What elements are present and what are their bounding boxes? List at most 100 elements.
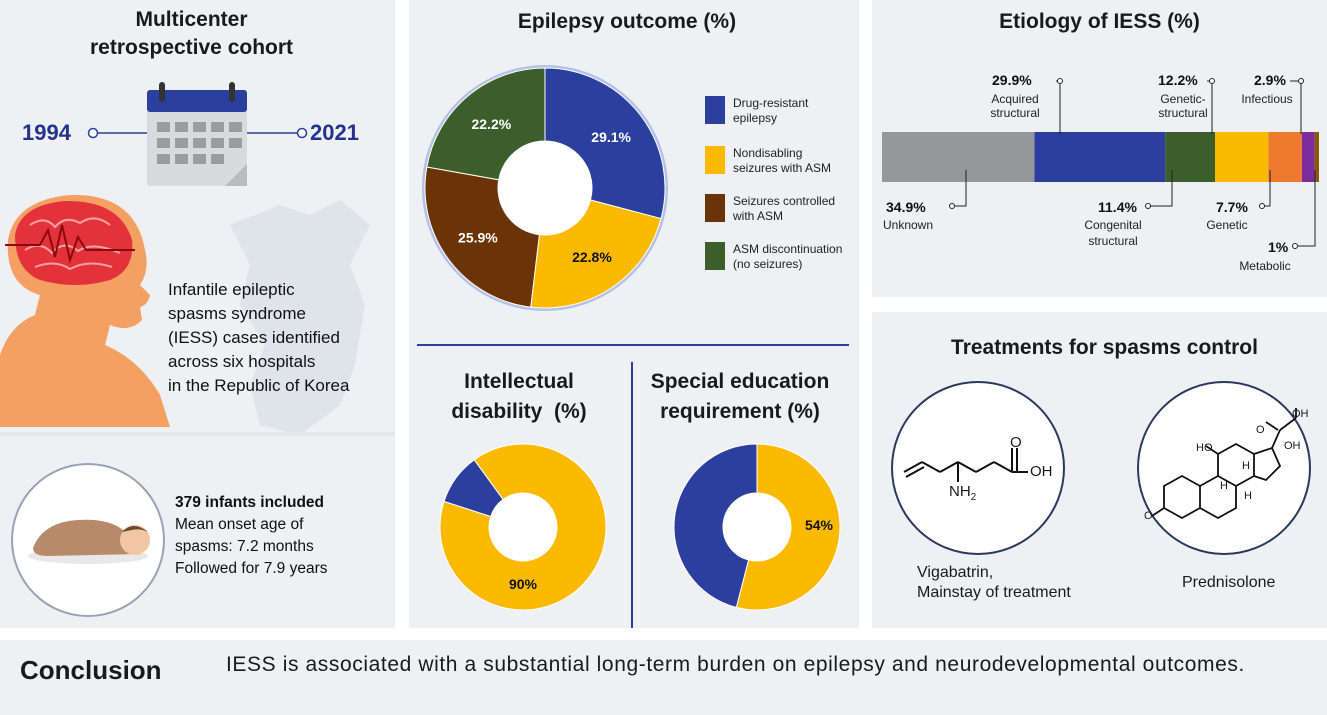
congenital-label2: structural <box>1088 234 1138 248</box>
pred-oh-right: OH <box>1284 440 1301 452</box>
epilepsy-outcome-donut: 29.1% 22.8% 25.9% 22.2% <box>422 65 668 311</box>
followed-years: Followed for 7.9 years <box>175 560 328 577</box>
legend-label: with ASM <box>733 209 784 223</box>
etiology-segment <box>1034 132 1166 182</box>
legend-item-nondisabling: Nondisabling seizures with ASM <box>705 146 873 176</box>
legend-label: (no seizures) <box>733 257 803 271</box>
vig-sub-text: 2 <box>970 492 977 503</box>
cohort-title-line2: retrospective cohort <box>89 36 294 59</box>
legend-label: seizures with ASM <box>733 161 832 175</box>
year-end: 2021 <box>310 120 359 145</box>
cohort-panel: Multicenter retrospective cohort 1994 20… <box>0 0 395 628</box>
legend-label: Nondisabling <box>733 146 803 160</box>
vigabatrin-line1: Vigabatrin, <box>917 564 994 581</box>
korea-map-icon <box>230 200 370 435</box>
etiology-segment <box>1314 132 1319 182</box>
legend-swatch <box>705 146 725 174</box>
description-line: across six hospitals <box>168 352 316 371</box>
donut-value-label: 22.2% <box>472 116 512 132</box>
donut-value-label: 90% <box>509 576 538 592</box>
vigabatrin-structure <box>891 381 1065 555</box>
intellectual-disability-donut: 90% <box>439 443 607 611</box>
infants-included: 379 infants included <box>175 494 325 511</box>
onset-line2: spasms: 7.2 months <box>175 538 314 555</box>
legend-item-drug-resistant: Drug-resistant epilepsy <box>705 96 873 126</box>
horizontal-divider <box>417 344 849 346</box>
year-start: 1994 <box>22 120 71 145</box>
pred-h3: H <box>1244 490 1252 502</box>
donut-hole <box>489 493 557 561</box>
legend-label: Seizures controlled <box>733 194 836 208</box>
description-line: in the Republic of Korea <box>168 376 350 395</box>
acquired-value: 29.9% <box>992 72 1032 88</box>
legend-label: Drug-resistant <box>733 96 809 110</box>
vig-oh-label: OH <box>1030 463 1053 480</box>
congenital-label1: Congenital <box>1084 218 1142 232</box>
pred-ho: HO <box>1196 442 1213 454</box>
donut-value-label: 25.9% <box>458 230 498 246</box>
vig-nh2-label: NH2 <box>949 483 976 503</box>
unknown-label: Unknown <box>882 218 934 232</box>
cohort-title-line1: Multicenter <box>135 8 248 31</box>
special-education-donut: 54% <box>673 443 841 611</box>
vig-nh-text: NH <box>949 483 971 500</box>
acquired-label2: structural <box>990 106 1040 120</box>
onset-line1: Mean onset age of <box>175 516 304 533</box>
legend-swatch <box>705 194 725 222</box>
prednisolone-structure <box>1137 381 1311 555</box>
special-ed-title-line2: requirement (%) <box>660 400 820 423</box>
legend-item-controlled: Seizures controlled with ASM <box>705 194 873 224</box>
legend-label: ASM discontinuation <box>733 242 843 256</box>
etiology-title: Etiology of IESS (%) <box>999 10 1200 33</box>
pred-h1: H <box>1242 460 1250 472</box>
child-brain-icon <box>0 195 170 427</box>
description-line: (IESS) cases identified <box>168 328 340 347</box>
donut-hole <box>498 141 592 235</box>
cohort-description: Infantile epileptic spasms syndrome (IES… <box>168 278 349 398</box>
special-ed-title-line1: Special education <box>650 370 830 393</box>
treatments-panel: Treatments for spasms control O OH NH2 O… <box>872 312 1327 628</box>
etiology-stacked-bar <box>882 78 1319 249</box>
legend-swatch <box>705 242 725 270</box>
pred-oh-top: OH <box>1292 408 1309 420</box>
donut-value-label: 54% <box>805 517 834 533</box>
infant-stats: 379 infants included Mean onset age of s… <box>175 492 328 580</box>
acquired-label1: Acquired <box>991 92 1039 106</box>
intellectual-title-line1: Intellectual <box>464 370 574 393</box>
legend-item-asm-discontinuation: ASM discontinuation (no seizures) <box>705 242 873 272</box>
conclusion-text: IESS is associated with a substantial lo… <box>226 653 1245 676</box>
description-line: spasms syndrome <box>168 304 306 323</box>
donut-slice <box>439 443 607 611</box>
infectious-value: 2.9% <box>1254 72 1286 88</box>
epilepsy-outcome-title: Epilepsy outcome (%) <box>517 10 737 33</box>
vigabatrin-line2: Mainstay of treatment <box>917 584 1071 601</box>
congenital-value: 11.4% <box>1098 199 1137 215</box>
conclusion-panel: Conclusion IESS is associated with a sub… <box>0 640 1327 715</box>
description-line: Infantile epileptic <box>168 280 295 299</box>
outcome-panel: Epilepsy outcome (%) 29.1% 22.8% 25.9% 22.2… <box>409 0 859 628</box>
pred-o-left: O <box>1144 510 1153 522</box>
genetic-label: Genetic <box>1206 218 1248 232</box>
pred-h2: H <box>1220 480 1228 492</box>
divider-band <box>0 432 395 436</box>
genetic-structural-label1: Genetic- <box>1160 92 1206 106</box>
etiology-segment <box>882 132 1035 182</box>
etiology-segment <box>1214 132 1269 182</box>
etiology-panel: Etiology of IESS (%) 29.9% Acquired stru… <box>872 0 1327 297</box>
donut-value-label: 22.8% <box>572 249 612 265</box>
legend-label: epilepsy <box>733 111 778 125</box>
genetic-structural-value: 12.2% <box>1158 72 1198 88</box>
vertical-divider <box>631 362 633 628</box>
unknown-value: 34.9% <box>886 199 926 215</box>
treatments-title: Treatments for spasms control <box>951 336 1258 359</box>
donut-value-label: 29.1% <box>591 129 631 145</box>
conclusion-label: Conclusion <box>20 655 162 685</box>
pred-o-mid: O <box>1256 424 1265 436</box>
infectious-label: Infectious <box>1241 92 1293 106</box>
metabolic-label: Metabolic <box>1239 259 1291 273</box>
intellectual-title-line2: disability (%) <box>451 400 587 423</box>
calendar-icon <box>147 82 247 186</box>
sleeping-infant-icon <box>11 463 165 617</box>
donut-hole <box>723 493 791 561</box>
vig-o-label: O <box>1010 434 1022 451</box>
